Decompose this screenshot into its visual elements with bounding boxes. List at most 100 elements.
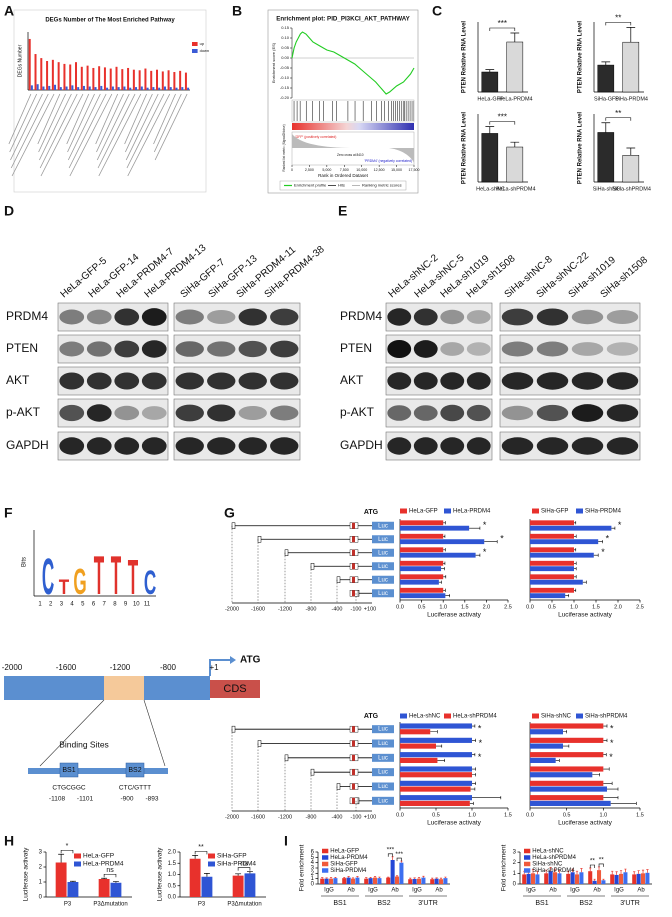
blot-band [238,405,267,421]
bar [530,533,574,539]
blot-band [606,342,639,356]
construct-tick: -1600 [251,814,265,820]
blot-band [413,372,438,390]
legend-label: up [200,41,205,46]
legend-label: SiHa-GFP [541,509,568,515]
bar [636,873,641,884]
blot-band [413,405,438,421]
significance: *** [387,847,395,854]
error-bar [334,876,337,879]
error-bar [472,773,476,777]
error-bar [472,724,476,728]
construct-tick: -1200 [278,814,292,820]
bar [400,786,471,792]
x-tick-label: P3 [198,902,206,908]
annotation: Zero cross at 8410 [337,153,364,157]
construct-start [310,563,315,570]
x-tick-label: IgG [324,888,334,894]
bar [619,873,624,884]
blot-band [413,340,438,358]
construct-tick: -2000 [225,606,239,612]
x-axis-title: Luciferase activaty [558,612,613,619]
significance: ** [615,13,621,22]
construct-tick: -400 [331,606,342,612]
pathway-label-trace [153,93,182,153]
legend-swatch [524,855,531,860]
error-bar [400,860,403,863]
bar [400,757,438,763]
error-bar [373,876,377,878]
construct-start [231,522,236,529]
bar [645,872,650,884]
pathway-label-trace [67,93,101,161]
blot-band [606,437,639,455]
bar [400,566,442,572]
legend-swatch [74,861,81,867]
x-tick-label: IgG [526,888,536,894]
site-marker-red [352,769,355,776]
error-bar [443,588,446,592]
bar [400,560,444,566]
panel-letter: B [232,3,242,19]
error-bar [633,871,636,875]
y-tick-label: 4 [311,860,315,866]
tss-head [230,656,236,664]
panel-letter: A [4,3,14,19]
legend-swatch [322,861,329,867]
blot-band [571,437,604,455]
blot-band [207,404,236,422]
x-tick-label: 5,000 [322,168,331,172]
bar [333,878,338,884]
pathway-label-trace [96,93,130,161]
significance-bracket [605,117,632,121]
bar [111,86,114,90]
bar [579,872,584,884]
blot-band [571,404,604,422]
x-tick-label: 0.5 [432,812,440,818]
x-tick-label: Ab [593,888,601,894]
legend-label: HeLa-shPRDM4 [532,855,576,861]
y-tick-label: 1 [39,880,43,886]
bar [346,877,351,884]
bar [443,878,448,884]
blot-band [207,372,236,390]
blot-band [387,308,412,326]
bar [63,63,66,90]
row-label: PRDM4 [340,309,382,323]
y-tick-label: 1 [513,871,517,877]
error-bar [472,753,476,757]
bar [531,873,536,884]
blot-band [536,437,569,455]
site-marker-red [352,522,355,529]
hits-frame [291,99,415,123]
error-bar [582,580,587,584]
construct-tick: -400 [331,814,342,820]
panel-letter: I [284,833,288,849]
bar [163,86,166,90]
error-bar [603,781,613,785]
blot-band [207,341,236,357]
group-label: BS2 [579,900,592,907]
bar [622,155,640,183]
x-tick-label: 12,500 [374,168,385,172]
chart-title: Enrichment plot: PID_PI3KCI_AKT_PATHWAY [276,16,410,23]
bar [400,766,472,772]
pathway-label-trace [68,93,107,169]
blot-band [114,308,140,326]
blot-band [466,342,491,356]
luc-label: Luc [378,755,388,761]
y-tick-label: -0.10 [280,75,290,80]
bar [522,874,527,884]
bar [530,800,611,806]
significance: ns [106,867,114,874]
x-axis-title: Luciferase activaty [558,820,613,827]
group-label: BS1 [333,900,346,907]
blot-band [413,308,438,326]
blot-band [175,437,204,455]
blot-band [114,405,140,421]
blot-band [571,309,604,325]
bar [146,87,149,90]
bar [400,593,446,599]
error-bar [555,758,560,763]
promoter-tick: +1 [209,663,219,672]
